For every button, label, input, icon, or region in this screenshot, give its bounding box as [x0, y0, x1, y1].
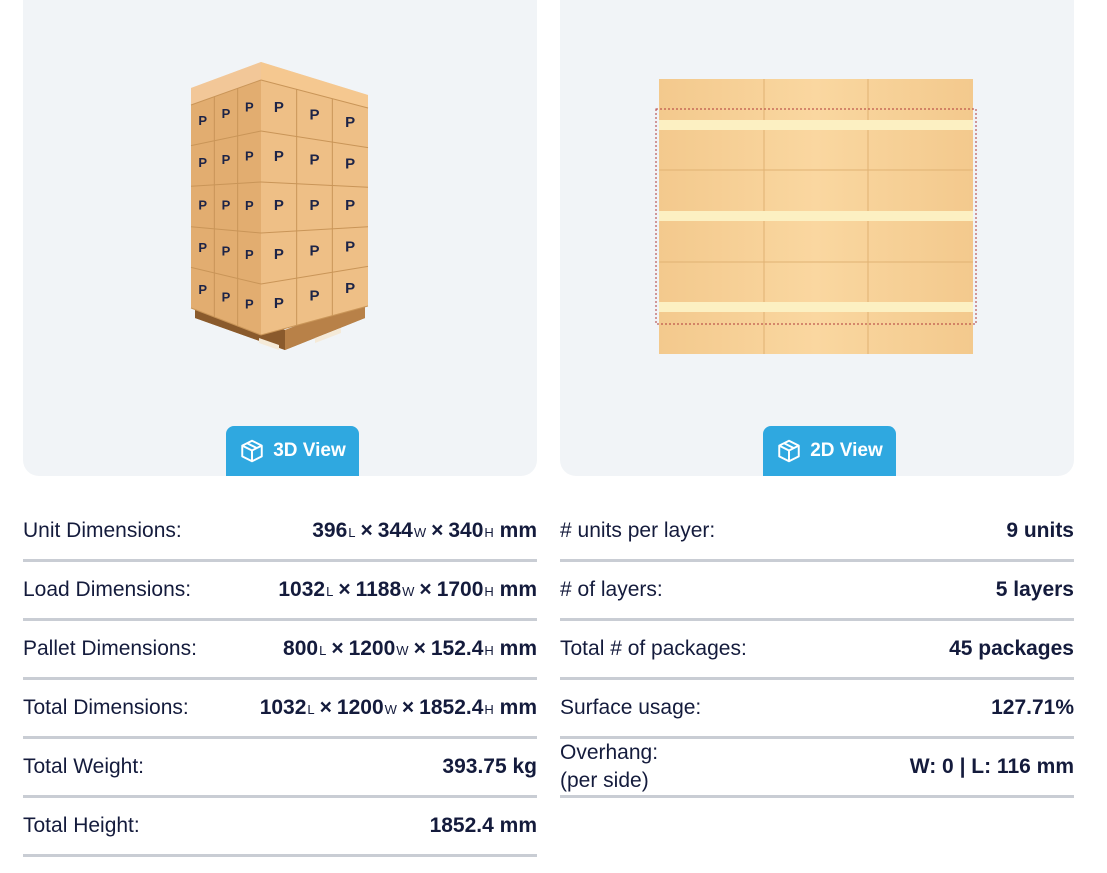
- row-value: 1852.4 mm: [429, 814, 537, 837]
- row-value: 9 units: [1006, 519, 1074, 542]
- svg-text:P: P: [309, 197, 319, 214]
- row-label: Total # of packages:: [560, 637, 747, 660]
- row-total-dimensions: Total Dimensions: 1032L × 1200W × 1852.4H mm: [23, 680, 537, 739]
- cube-icon: [778, 439, 800, 463]
- svg-text:P: P: [222, 198, 231, 213]
- 2d-view-panel[interactable]: 2D View: [560, 0, 1074, 476]
- row-value: 393.75 kg: [442, 755, 537, 778]
- row-units-per-layer: # units per layer: 9 units: [560, 503, 1074, 562]
- svg-text:P: P: [198, 240, 207, 255]
- row-value: 45 packages: [949, 637, 1074, 660]
- svg-text:P: P: [345, 156, 355, 173]
- 2d-view-label: 2D View: [810, 440, 883, 461]
- svg-text:P: P: [274, 197, 284, 214]
- row-pallet-dimensions: Pallet Dimensions: 800L × 1200W × 152.4H mm: [23, 621, 537, 680]
- svg-text:P: P: [345, 197, 355, 214]
- svg-text:P: P: [309, 288, 319, 305]
- svg-text:P: P: [198, 155, 207, 170]
- row-load-dimensions: Load Dimensions: 1032L × 1188W × 1700H mm: [23, 562, 537, 621]
- row-value: 5 layers: [995, 578, 1074, 601]
- load-dimensions-table: Unit Dimensions: 396L × 344W × 340H mm Load …: [23, 503, 537, 857]
- row-overhang: Overhang: (per side) W: 0 | L: 116 mm: [560, 739, 1074, 798]
- row-unit-dimensions: Unit Dimensions: 396L × 344W × 340H mm: [23, 503, 537, 562]
- svg-text:P: P: [245, 149, 254, 164]
- 2d-view-button[interactable]: 2D View: [763, 426, 896, 476]
- row-value: 1032L × 1188W × 1700H mm: [278, 578, 537, 601]
- svg-text:P: P: [274, 295, 284, 312]
- svg-text:P: P: [222, 152, 231, 167]
- svg-text:P: P: [222, 106, 231, 121]
- svg-text:P: P: [222, 289, 231, 304]
- row-value: 396L × 344W × 340H mm: [312, 519, 537, 542]
- pallet-3d-render: P P PP P PP P PP P PP P PP P PP P PP P PP P PP P P: [190, 62, 369, 350]
- row-value: W: 0 | L: 116 mm: [909, 755, 1074, 778]
- row-label: Total Weight:: [23, 755, 145, 778]
- row-label: # units per layer:: [560, 519, 716, 542]
- svg-text:P: P: [309, 152, 319, 169]
- svg-text:P: P: [345, 114, 355, 131]
- svg-text:P: P: [345, 239, 355, 256]
- svg-text:P: P: [345, 280, 355, 297]
- row-label: Total Height:: [23, 814, 140, 837]
- row-value: 1032L × 1200W × 1852.4H mm: [259, 696, 537, 719]
- svg-text:P: P: [309, 106, 319, 123]
- row-layers: # of layers: 5 layers: [560, 562, 1074, 621]
- row-value: 127.71%: [991, 696, 1074, 719]
- 3d-view-label: 3D View: [273, 440, 346, 461]
- row-total-packages: Total # of packages: 45 packages: [560, 621, 1074, 680]
- pallet-2d-render: [655, 79, 977, 354]
- overhang-sublabel: (per side): [560, 769, 649, 792]
- row-label: Load Dimensions:: [23, 578, 192, 601]
- svg-text:P: P: [245, 296, 254, 311]
- row-total-weight: Total Weight: 393.75 kg: [23, 739, 537, 798]
- row-label: # of layers:: [560, 578, 663, 601]
- cube-icon: [241, 439, 263, 463]
- svg-text:P: P: [198, 198, 207, 213]
- row-value: 800L × 1200W × 152.4H mm: [283, 637, 537, 660]
- row-label: Unit Dimensions:: [23, 519, 182, 542]
- row-label: Total Dimensions:: [23, 696, 189, 719]
- svg-text:P: P: [274, 148, 284, 165]
- svg-text:P: P: [198, 282, 207, 297]
- svg-text:P: P: [222, 244, 231, 259]
- row-label: Overhang: (per side): [560, 739, 658, 795]
- 3d-view-button[interactable]: 3D View: [226, 426, 359, 476]
- svg-text:P: P: [245, 198, 254, 213]
- layer-stats-table: # units per layer: 9 units # of layers: …: [560, 503, 1074, 798]
- svg-text:P: P: [245, 247, 254, 262]
- row-label: Surface usage:: [560, 696, 702, 719]
- svg-text:P: P: [274, 99, 284, 116]
- row-label: Pallet Dimensions:: [23, 637, 197, 660]
- row-surface-usage: Surface usage: 127.71%: [560, 680, 1074, 739]
- svg-text:P: P: [309, 242, 319, 259]
- row-total-height: Total Height: 1852.4 mm: [23, 798, 537, 857]
- svg-text:P: P: [274, 246, 284, 263]
- svg-text:P: P: [198, 113, 207, 128]
- svg-text:P: P: [245, 99, 254, 114]
- overhang-label: Overhang:: [560, 741, 659, 764]
